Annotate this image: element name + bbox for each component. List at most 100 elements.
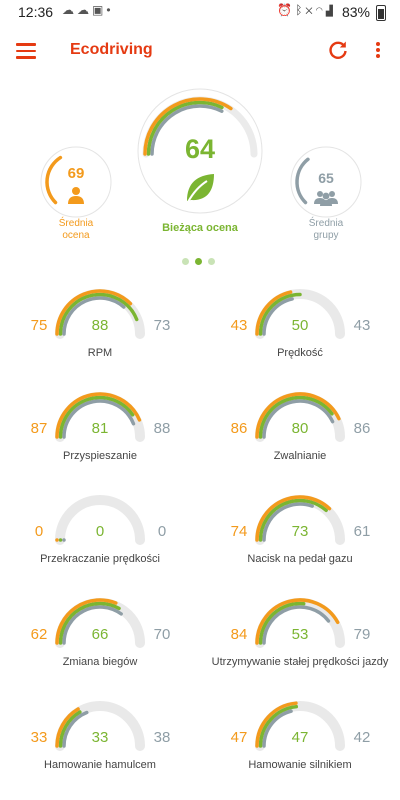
metric-group-value: 88 <box>153 420 171 437</box>
user-arc <box>255 495 332 542</box>
metric-user-value: 0 <box>34 523 44 540</box>
user-arc <box>255 598 340 645</box>
app-bar: Ecodriving <box>0 24 400 78</box>
metric-group-value: 43 <box>353 317 371 334</box>
group-arc <box>262 297 294 336</box>
current-arc <box>258 601 306 645</box>
metric-current-value: 0 <box>95 523 105 540</box>
metric-card[interactable]: 43 50 43 Prędkość <box>200 280 400 383</box>
metric-card[interactable]: 75 88 73 RPM <box>0 280 200 383</box>
current-score-gauge: 64 <box>135 86 265 231</box>
metric-group-value: 61 <box>353 523 371 540</box>
metric-gauge <box>255 701 345 751</box>
group-average-gauge: 65 <box>287 142 365 222</box>
metric-label: Hamowanie silnikiem <box>248 759 352 771</box>
metric-user-value: 62 <box>30 626 48 643</box>
group-arc <box>262 605 331 645</box>
user-arc <box>55 707 80 748</box>
metric-current-value: 80 <box>291 420 309 437</box>
current-arc <box>258 704 299 748</box>
refresh-icon[interactable] <box>326 38 350 62</box>
metric-card[interactable]: 86 80 86 Zwalnianie <box>200 383 400 486</box>
metric-current-value: 81 <box>91 420 109 437</box>
page-dot[interactable] <box>208 258 215 265</box>
mute-icon: ✕ <box>305 3 316 17</box>
group-arc <box>62 605 123 645</box>
metric-gauge <box>55 495 145 545</box>
hamburger-menu-icon[interactable] <box>14 39 40 63</box>
metric-current-value: 88 <box>91 317 109 334</box>
current-arc <box>58 395 135 439</box>
page-dot[interactable] <box>182 258 189 265</box>
metric-gauge <box>255 289 345 339</box>
metric-label: Przyspieszanie <box>63 450 137 462</box>
page-indicator[interactable] <box>180 258 220 266</box>
group-icon <box>314 191 338 206</box>
metric-label: Zmiana biegów <box>62 656 138 668</box>
metric-label: Prędkość <box>277 347 323 359</box>
metric-label: Nacisk na pedał gazu <box>247 553 353 565</box>
group-arc <box>262 502 314 542</box>
metric-current-value: 66 <box>91 626 109 643</box>
current-arc <box>58 292 139 336</box>
metric-user-value: 43 <box>230 317 248 334</box>
metric-user-value: 84 <box>230 626 248 643</box>
image-icon: ▣ <box>92 3 107 17</box>
gauge-track <box>55 495 145 545</box>
metric-label: RPM <box>87 347 113 359</box>
page-dot-active[interactable] <box>195 258 202 265</box>
app-title: Ecodriving <box>70 41 153 58</box>
metric-current-value: 47 <box>291 729 309 746</box>
notification-icons: ☁☁▣• <box>62 3 114 17</box>
metric-user-value: 47 <box>230 729 248 746</box>
metric-group-value: 86 <box>353 420 371 437</box>
group-arc <box>262 399 335 439</box>
user-arc <box>55 289 133 336</box>
cloud-icon: ☁ <box>77 3 92 17</box>
battery-percent: 83% <box>341 4 370 20</box>
metric-gauge <box>55 701 145 751</box>
metric-current-value: 53 <box>291 626 309 643</box>
group-average-value: 65 <box>318 170 334 186</box>
metric-group-value: 70 <box>153 626 171 643</box>
system-icons: ⏰ᛒ✕◠▟ <box>277 3 336 17</box>
metric-label: Przekraczanie prędkości <box>40 553 160 565</box>
current-score-label: Bieżąca ocena <box>162 222 238 234</box>
metric-card[interactable]: 33 33 38 Hamowanie hamulcem <box>0 692 200 795</box>
battery-icon <box>376 5 386 21</box>
metric-user-value: 87 <box>30 420 48 437</box>
metric-card[interactable]: 87 81 88 Przyspieszanie <box>0 383 200 486</box>
dot-icon: • <box>106 3 114 17</box>
my-average-label: Średnia ocena <box>58 218 94 241</box>
metric-group-value: 42 <box>353 729 371 746</box>
metric-gauge <box>255 598 345 648</box>
user-arc <box>255 392 341 439</box>
user-arc <box>55 392 142 439</box>
user-arc <box>255 290 293 336</box>
current-arc <box>58 601 121 645</box>
current-arc <box>258 498 328 542</box>
metric-group-value: 38 <box>153 729 171 746</box>
metric-card[interactable]: 62 66 70 Zmiana biegów <box>0 589 200 692</box>
more-options-icon[interactable] <box>368 38 388 62</box>
leaf-icon <box>187 174 214 203</box>
score-summary[interactable]: 69 Średnia ocena 64 Bieżąca ocena 65 <box>0 86 400 276</box>
metric-gauge <box>55 598 145 648</box>
metric-card[interactable]: 47 47 42 Hamowanie silnikiem <box>200 692 400 795</box>
metric-current-value: 73 <box>291 523 309 540</box>
metric-card[interactable]: 84 53 79 Utrzymywanie stałej prędkości jazd… <box>200 589 400 692</box>
metric-group-value: 73 <box>153 317 171 334</box>
wifi-icon: ◠ <box>315 3 326 17</box>
user-arc <box>55 598 118 645</box>
metric-label: Utrzymywanie stałej prędkości jazdy <box>211 656 389 668</box>
status-bar: 12:36 ☁☁▣• ⏰ᛒ✕◠▟ 83% <box>0 0 400 24</box>
current-arc <box>258 292 302 336</box>
metric-label: Hamowanie hamulcem <box>44 759 156 771</box>
metric-group-value: 79 <box>353 626 371 643</box>
current-arc <box>258 395 334 439</box>
my-average-gauge: 69 <box>37 142 115 222</box>
metric-user-value: 33 <box>30 729 48 746</box>
metric-card[interactable]: 74 73 61 Nacisk na pedał gazu <box>200 486 400 589</box>
metric-card[interactable]: 0 0 0 Przekraczanie prędkości <box>0 486 200 589</box>
bluetooth-icon: ᛒ <box>295 3 306 17</box>
